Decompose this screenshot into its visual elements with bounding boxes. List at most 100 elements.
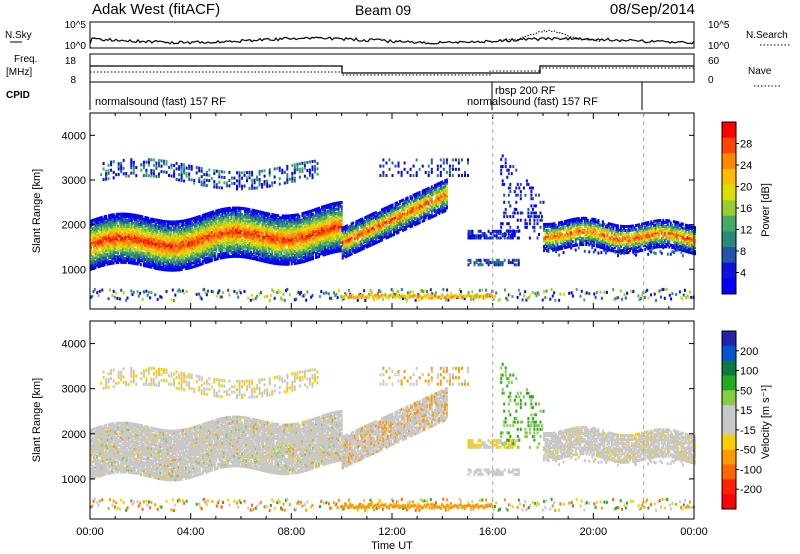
power-echo [291, 179, 294, 183]
power-echo [322, 237, 325, 241]
power-echo [257, 242, 260, 246]
power-echo [121, 258, 124, 262]
power-echo [139, 235, 142, 239]
power-echo [439, 174, 442, 177]
power-echo [186, 224, 189, 228]
power-echo [145, 171, 148, 175]
power-echo [212, 234, 215, 238]
power-echo [162, 252, 165, 255]
power-echo [188, 164, 191, 168]
power-echo [244, 221, 246, 225]
power-echo [183, 233, 186, 237]
power-echo [192, 261, 195, 265]
power-echo [124, 222, 127, 226]
power-echo [334, 201, 337, 205]
power-echo [186, 266, 189, 270]
power-echo [213, 185, 216, 189]
power-echo [228, 245, 231, 248]
power-echo [299, 258, 302, 262]
power-echo [132, 237, 135, 241]
power-echo [167, 230, 169, 234]
power-echo [359, 244, 362, 248]
power-echo [333, 218, 336, 222]
power-echo [127, 241, 130, 245]
power-echo [171, 236, 174, 240]
power-echo [281, 236, 284, 240]
power-echo [127, 237, 130, 240]
power-echo [315, 221, 317, 225]
power-echo [120, 252, 123, 256]
power-echo [206, 214, 209, 218]
power-echo [164, 238, 166, 242]
power-echo [197, 217, 200, 221]
power-echo [107, 177, 110, 181]
power-echo [105, 172, 108, 176]
power-echo [263, 180, 266, 183]
power-echo [333, 210, 336, 214]
power-echo [307, 236, 310, 240]
power-echo [236, 242, 239, 246]
power-echo [203, 257, 206, 261]
power-echo [197, 235, 200, 239]
power-echo [120, 238, 123, 242]
power-echo [213, 232, 216, 235]
power-echo [109, 213, 112, 217]
power-echo [304, 247, 307, 251]
power-echo [179, 258, 182, 262]
power-echo [133, 223, 136, 227]
power-echo [133, 239, 136, 243]
power-echo [343, 231, 346, 235]
power-echo [271, 259, 274, 263]
power-echo [107, 163, 110, 167]
power-echo [308, 224, 311, 227]
power-echo [251, 181, 254, 185]
power-echo [165, 170, 168, 174]
power-echo [292, 228, 295, 231]
power-echo [299, 238, 302, 242]
power-echo [262, 225, 265, 229]
power-echo [307, 238, 310, 242]
power-echo [222, 245, 225, 249]
power-echo [154, 222, 157, 226]
power-echo [349, 235, 352, 238]
power-echo [344, 241, 347, 245]
power-echo [274, 251, 277, 255]
power-echo [231, 242, 234, 246]
power-echo [197, 237, 200, 241]
power-echo [123, 242, 126, 246]
power-echo [218, 218, 221, 222]
power-echo [212, 216, 215, 220]
power-echo [154, 266, 157, 270]
power-echo [167, 222, 169, 226]
power-echo [290, 230, 293, 234]
power-echo [124, 218, 127, 222]
power-echo [259, 216, 262, 220]
power-echo [96, 263, 98, 267]
power-echo [324, 228, 326, 232]
power-echo [151, 231, 154, 235]
power-echo [153, 262, 156, 266]
power-echo [269, 235, 272, 238]
power-echo [233, 238, 236, 242]
power-echo [182, 257, 185, 261]
power-echo [235, 246, 237, 250]
power-echo [260, 247, 263, 250]
power-echo [340, 205, 343, 208]
power-echo [238, 220, 240, 224]
power-echo [260, 239, 263, 242]
power-echo [228, 179, 231, 182]
power-echo [109, 243, 112, 247]
power-echo [163, 159, 165, 163]
power-echo [173, 242, 176, 246]
power-echo [93, 236, 95, 240]
power-echo [188, 177, 191, 181]
power-echo [147, 174, 150, 178]
power-echo [136, 216, 139, 220]
power-echo [178, 178, 181, 182]
power-echo [331, 220, 334, 224]
power-echo [209, 247, 212, 251]
power-echo [250, 254, 253, 258]
power-echo [284, 224, 287, 228]
power-echo [241, 245, 243, 249]
power-echo [304, 257, 307, 261]
